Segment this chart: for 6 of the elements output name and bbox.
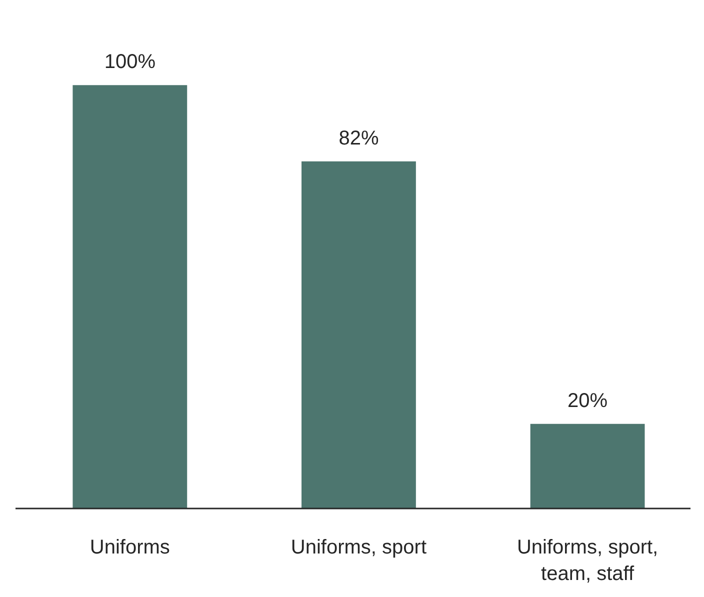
data-label: 100% (104, 51, 156, 74)
x-tick-label: Uniforms, sport (290, 536, 427, 558)
data-label: 20% (568, 390, 608, 412)
x-tick-label: Uniforms (90, 536, 170, 558)
x-tick-label: Uniforms, sport, team, staff (516, 536, 658, 585)
data-label: 82% (338, 127, 379, 150)
